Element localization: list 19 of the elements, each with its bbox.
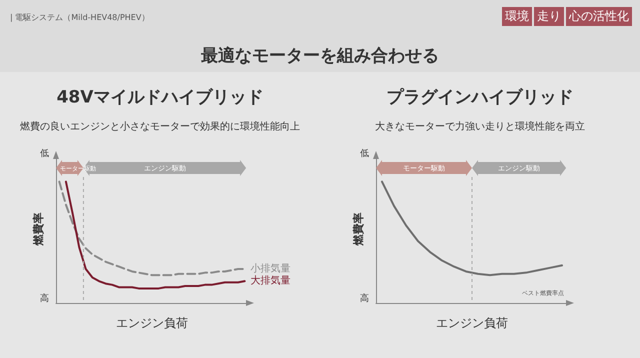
y-axis-title: 燃費率	[32, 212, 45, 246]
x-axis-title: エンジン負荷	[116, 316, 188, 330]
series-label: 大排気量	[250, 274, 291, 287]
y-axis-title: 燃費率	[352, 212, 365, 246]
text: 心の活性化	[566, 7, 632, 26]
text: 最適なモーターを組み合わせる	[200, 45, 440, 67]
chart-title: 48Vマイルドハイブリッド	[56, 88, 264, 108]
text: 高	[360, 292, 369, 305]
text: 高	[40, 292, 49, 305]
text: 低	[40, 148, 49, 160]
x-axis-title: エンジン負荷	[436, 316, 508, 330]
text: | 電駆システム（Mild-HEV48/PHEV）	[10, 12, 150, 23]
text: 環境	[502, 7, 532, 26]
text: 走り	[534, 7, 564, 26]
chart-title: プラグインハイブリッド	[386, 88, 574, 108]
series-label: 小排気量	[250, 262, 291, 275]
text: 低	[360, 148, 369, 160]
chart-subtitle: 大きなモーターで力強い走りと環境性能を両立	[375, 120, 585, 132]
chart-subtitle: 燃費の良いエンジンと小さなモーターで効果的に環境性能向上	[20, 120, 300, 132]
